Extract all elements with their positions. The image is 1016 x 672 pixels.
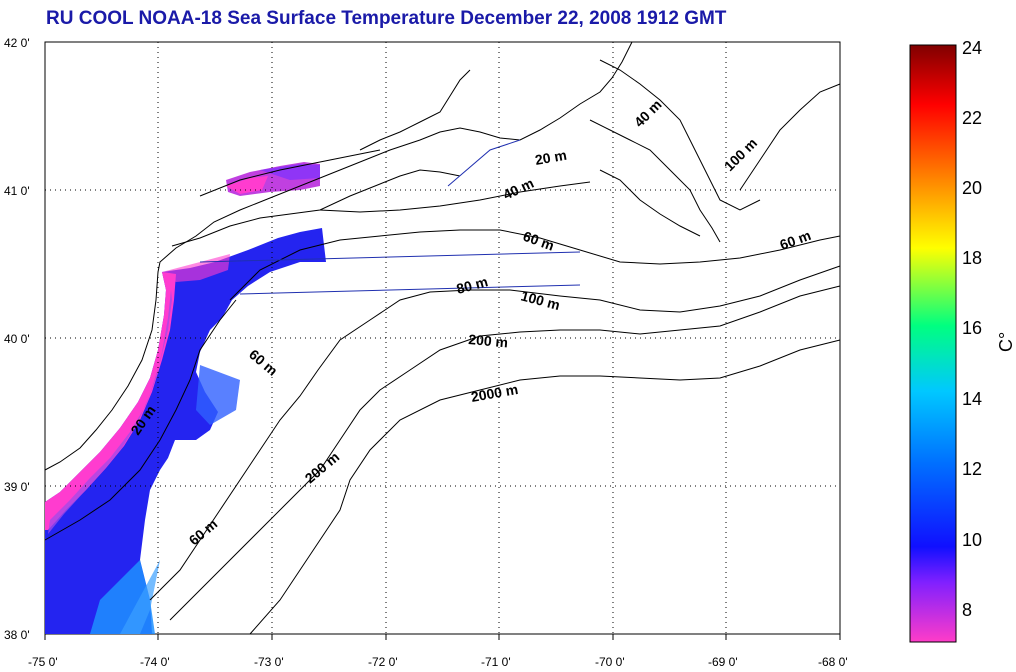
- ship-tracks: [199, 139, 581, 295]
- depth-label: 200 m: [468, 331, 509, 350]
- depth-label: 20 m: [534, 147, 568, 168]
- lon-tick-label: -68 0': [818, 655, 848, 669]
- lat-tick-label: 39 0': [4, 480, 30, 494]
- coastline: [44, 41, 841, 471]
- lat-tick-label: 42 0': [4, 36, 30, 50]
- lat-tick-label: 40 0': [4, 332, 30, 346]
- lon-tick-label: -72 0': [368, 655, 398, 669]
- lat-tick-labels: 42 0' 41 0' 40 0' 39 0' 38 0': [4, 36, 30, 642]
- page-title: RU COOL NOAA-18 Sea Surface Temperature …: [46, 8, 727, 29]
- graticule: [45, 42, 840, 634]
- lon-tick-labels: -75 0' -74 0' -73 0' -72 0' -71 0' -70 0…: [28, 655, 848, 669]
- lon-tick-label: -71 0': [481, 655, 511, 669]
- lat-tick-label: 38 0': [4, 628, 30, 642]
- sst-data-layer: [45, 162, 326, 634]
- lon-tick-label: -74 0': [140, 655, 170, 669]
- lon-tick-label: -69 0': [708, 655, 738, 669]
- lon-tick-label: -70 0': [595, 655, 625, 669]
- depth-label: 80 m: [455, 273, 490, 297]
- bathymetry-contours: [44, 59, 841, 635]
- lat-tick-label: 41 0': [4, 184, 30, 198]
- lon-tick-label: -75 0': [28, 655, 58, 669]
- lon-tick-label: -73 0': [254, 655, 284, 669]
- axis-tick-marks: [44, 634, 841, 640]
